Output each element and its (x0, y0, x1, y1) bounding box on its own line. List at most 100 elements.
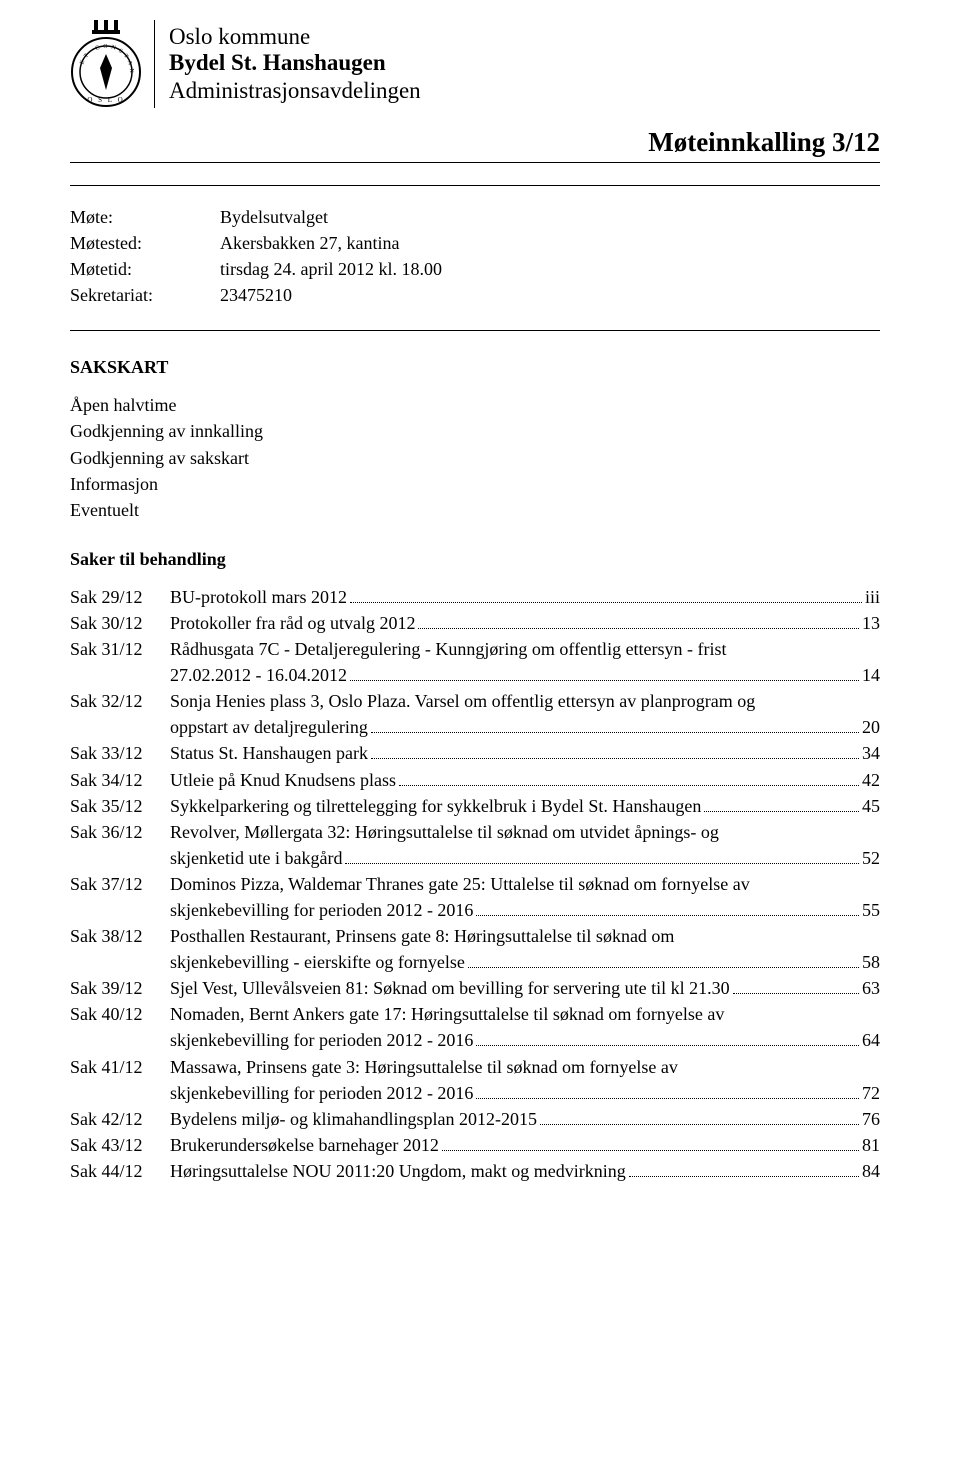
toc-item: Sak 30/12Protokoller fra råd og utvalg 2… (70, 610, 880, 636)
toc-sak: Sak 38/12 (70, 923, 170, 949)
toc-page: 81 (862, 1132, 880, 1158)
toc-line: Nomaden, Bernt Ankers gate 17: Høringsut… (170, 1001, 880, 1027)
toc-page: 13 (862, 610, 880, 636)
toc-leader-dots (350, 602, 862, 603)
toc-sak: Sak 33/12 (70, 740, 170, 766)
toc-page: 84 (862, 1158, 880, 1184)
toc-page: 42 (862, 767, 880, 793)
toc-line: Brukerundersøkelse barnehager 201281 (170, 1132, 880, 1158)
toc-item: Sak 38/12Posthallen Restaurant, Prinsens… (70, 923, 880, 975)
toc-leader-dots (371, 758, 859, 759)
toc-text: Dominos Pizza, Waldemar Thranes gate 25:… (170, 871, 750, 897)
toc-line: BU-protokoll mars 2012iii (170, 584, 880, 610)
toc-item: Sak 37/12Dominos Pizza, Waldemar Thranes… (70, 871, 880, 923)
toc-page: 52 (862, 845, 880, 871)
toc-leader-dots (418, 628, 859, 629)
toc-text: Massawa, Prinsens gate 3: Høringsuttalel… (170, 1054, 678, 1080)
preamble-item: Eventuelt (70, 497, 880, 523)
toc-body: Sonja Henies plass 3, Oslo Plaza. Varsel… (170, 688, 880, 740)
meta-label: Sekretariat: (70, 282, 220, 308)
toc-text: skjenkebevilling for perioden 2012 - 201… (170, 1027, 473, 1053)
toc-text: skjenkebevilling for perioden 2012 - 201… (170, 897, 473, 923)
toc-item: Sak 41/12Massawa, Prinsens gate 3: Hørin… (70, 1054, 880, 1106)
toc-line: Revolver, Møllergata 32: Høringsuttalels… (170, 819, 880, 845)
toc-item: Sak 42/12Bydelens miljø- og klimahandlin… (70, 1106, 880, 1132)
toc-page: 58 (862, 949, 880, 975)
meta-value: 23475210 (220, 282, 880, 308)
sakskart-heading: SAKSKART (70, 357, 880, 378)
toc-sak: Sak 32/12 (70, 688, 170, 714)
toc-text: Høringsuttalelse NOU 2011:20 Ungdom, mak… (170, 1158, 626, 1184)
toc-leader-dots (476, 915, 859, 916)
toc-leader-dots (399, 785, 859, 786)
toc-leader-dots (350, 680, 859, 681)
toc-sak: Sak 42/12 (70, 1106, 170, 1132)
toc-body: Sjel Vest, Ullevålsveien 81: Søknad om b… (170, 975, 880, 1001)
toc-item: Sak 33/12Status St. Hanshaugen park34 (70, 740, 880, 766)
meta-value: tirsdag 24. april 2012 kl. 18.00 (220, 256, 880, 282)
preamble-item: Informasjon (70, 471, 880, 497)
divider (70, 185, 880, 186)
toc-text: Posthallen Restaurant, Prinsens gate 8: … (170, 923, 674, 949)
toc-item: Sak 39/12Sjel Vest, Ullevålsveien 81: Sø… (70, 975, 880, 1001)
toc-sak: Sak 37/12 (70, 871, 170, 897)
toc-page: 20 (862, 714, 880, 740)
toc-line: skjenketid ute i bakgård52 (170, 845, 880, 871)
toc-text: Bydelens miljø- og klimahandlingsplan 20… (170, 1106, 537, 1132)
toc-leader-dots (442, 1150, 859, 1151)
preamble-list: Åpen halvtimeGodkjenning av innkallingGo… (70, 392, 880, 522)
toc-leader-dots (733, 993, 859, 994)
meta-row: Møtested:Akersbakken 27, kantina (70, 230, 880, 256)
meta-label: Møtested: (70, 230, 220, 256)
toc-line: Dominos Pizza, Waldemar Thranes gate 25:… (170, 871, 880, 897)
toc-heading: Saker til behandling (70, 549, 880, 570)
toc-line: Utleie på Knud Knudsens plass 42 (170, 767, 880, 793)
org-line-1: Oslo kommune (169, 24, 421, 50)
toc-body: Massawa, Prinsens gate 3: Høringsuttalel… (170, 1054, 880, 1106)
toc-item: Sak 29/12BU-protokoll mars 2012iii (70, 584, 880, 610)
toc-line: Sjel Vest, Ullevålsveien 81: Søknad om b… (170, 975, 880, 1001)
toc-text: Protokoller fra råd og utvalg 2012 (170, 610, 415, 636)
toc-line: Massawa, Prinsens gate 3: Høringsuttalel… (170, 1054, 880, 1080)
svg-text:O S L O: O S L O (87, 96, 124, 104)
toc-item: Sak 31/12Rådhusgata 7C - Detaljereguleri… (70, 636, 880, 688)
meta-row: Møte:Bydelsutvalget (70, 204, 880, 230)
toc-body: Utleie på Knud Knudsens plass 42 (170, 767, 880, 793)
toc-line: Høringsuttalelse NOU 2011:20 Ungdom, mak… (170, 1158, 880, 1184)
toc-item: Sak 44/12Høringsuttalelse NOU 2011:20 Un… (70, 1158, 880, 1184)
meta-value: Bydelsutvalget (220, 204, 880, 230)
toc-body: Protokoller fra råd og utvalg 2012 13 (170, 610, 880, 636)
preamble-item: Godkjenning av innkalling (70, 418, 880, 444)
toc-line: Bydelens miljø- og klimahandlingsplan 20… (170, 1106, 880, 1132)
toc-page: iii (865, 584, 880, 610)
toc-sak: Sak 29/12 (70, 584, 170, 610)
toc-line: skjenkebevilling for perioden 2012 - 201… (170, 897, 880, 923)
toc-text: Utleie på Knud Knudsens plass (170, 767, 396, 793)
document-title: Møteinnkalling 3/12 (70, 127, 880, 163)
toc-body: Høringsuttalelse NOU 2011:20 Ungdom, mak… (170, 1158, 880, 1184)
toc-page: 72 (862, 1080, 880, 1106)
toc-body: Bydelens miljø- og klimahandlingsplan 20… (170, 1106, 880, 1132)
toc-leader-dots (476, 1045, 859, 1046)
toc-page: 64 (862, 1027, 880, 1053)
toc-sak: Sak 31/12 (70, 636, 170, 662)
toc-page: 63 (862, 975, 880, 1001)
toc-item: Sak 34/12Utleie på Knud Knudsens plass42 (70, 767, 880, 793)
toc-text: Status St. Hanshaugen park (170, 740, 368, 766)
toc-line: Sonja Henies plass 3, Oslo Plaza. Varsel… (170, 688, 880, 714)
toc-line: Protokoller fra råd og utvalg 2012 13 (170, 610, 880, 636)
toc-item: Sak 32/12Sonja Henies plass 3, Oslo Plaz… (70, 688, 880, 740)
toc-sak: Sak 39/12 (70, 975, 170, 1001)
toc-text: Sonja Henies plass 3, Oslo Plaza. Varsel… (170, 688, 755, 714)
toc-page: 14 (862, 662, 880, 688)
letterhead: E T · C O N S T A N O S L O Oslo kommune… (70, 20, 880, 117)
toc-line: 27.02.2012 - 16.04.201214 (170, 662, 880, 688)
toc-sak: Sak 30/12 (70, 610, 170, 636)
toc-item: Sak 36/12Revolver, Møllergata 32: Høring… (70, 819, 880, 871)
toc-text: Revolver, Møllergata 32: Høringsuttalels… (170, 819, 719, 845)
toc-body: BU-protokoll mars 2012iii (170, 584, 880, 610)
toc-text: skjenkebevilling for perioden 2012 - 201… (170, 1080, 473, 1106)
meta-value: Akersbakken 27, kantina (220, 230, 880, 256)
meta-row: Møtetid:tirsdag 24. april 2012 kl. 18.00 (70, 256, 880, 282)
toc-line: skjenkebevilling for perioden 2012 - 201… (170, 1080, 880, 1106)
